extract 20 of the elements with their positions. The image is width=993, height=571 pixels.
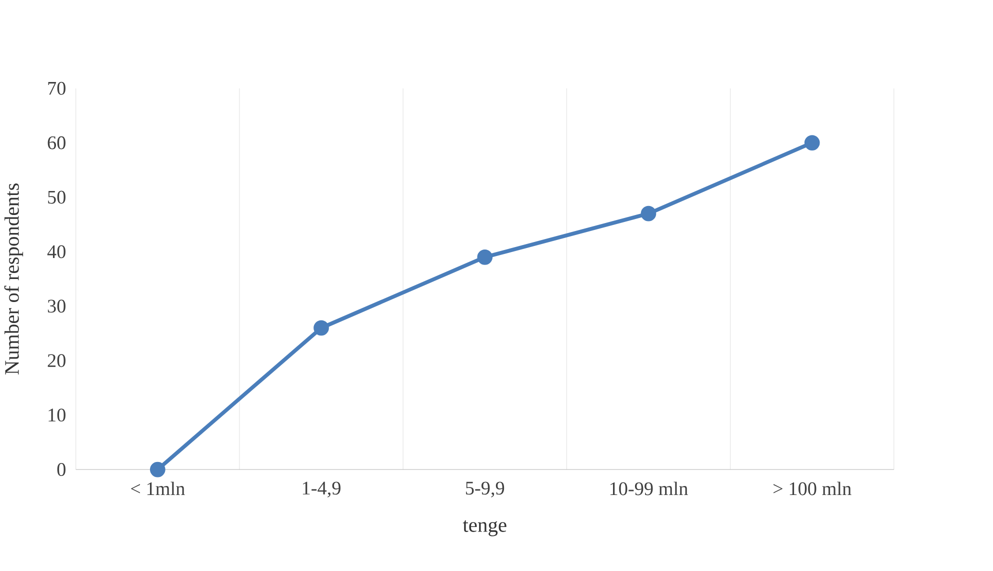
- y-tick-label: 60: [48, 136, 66, 150]
- point: [477, 249, 493, 265]
- y-tick-label: 0: [57, 462, 66, 476]
- y-axis-title: Number of respondents: [4, 183, 24, 374]
- point: [804, 134, 820, 150]
- point: [640, 206, 656, 222]
- y-tick-label: 40: [47, 245, 66, 258]
- y-tick-label: 50: [48, 190, 66, 204]
- x-tick-label: 5-9,9: [466, 482, 504, 498]
- x-axis-title: tenge: [462, 520, 506, 536]
- y-tick-label: 70: [48, 82, 66, 95]
- point: [150, 462, 166, 478]
- y-tick-label: 10: [48, 408, 66, 422]
- y-tick-label: 30: [48, 300, 66, 312]
- x-tick-label: < 1mln: [131, 482, 185, 495]
- point: [314, 320, 329, 336]
- x-tick-label: 10-99 mln: [610, 482, 688, 496]
- x-tick-label: > 100 mln: [774, 482, 852, 496]
- x-tick-label: 1-4,9: [302, 482, 340, 498]
- y-tick-label: 20: [48, 354, 66, 367]
